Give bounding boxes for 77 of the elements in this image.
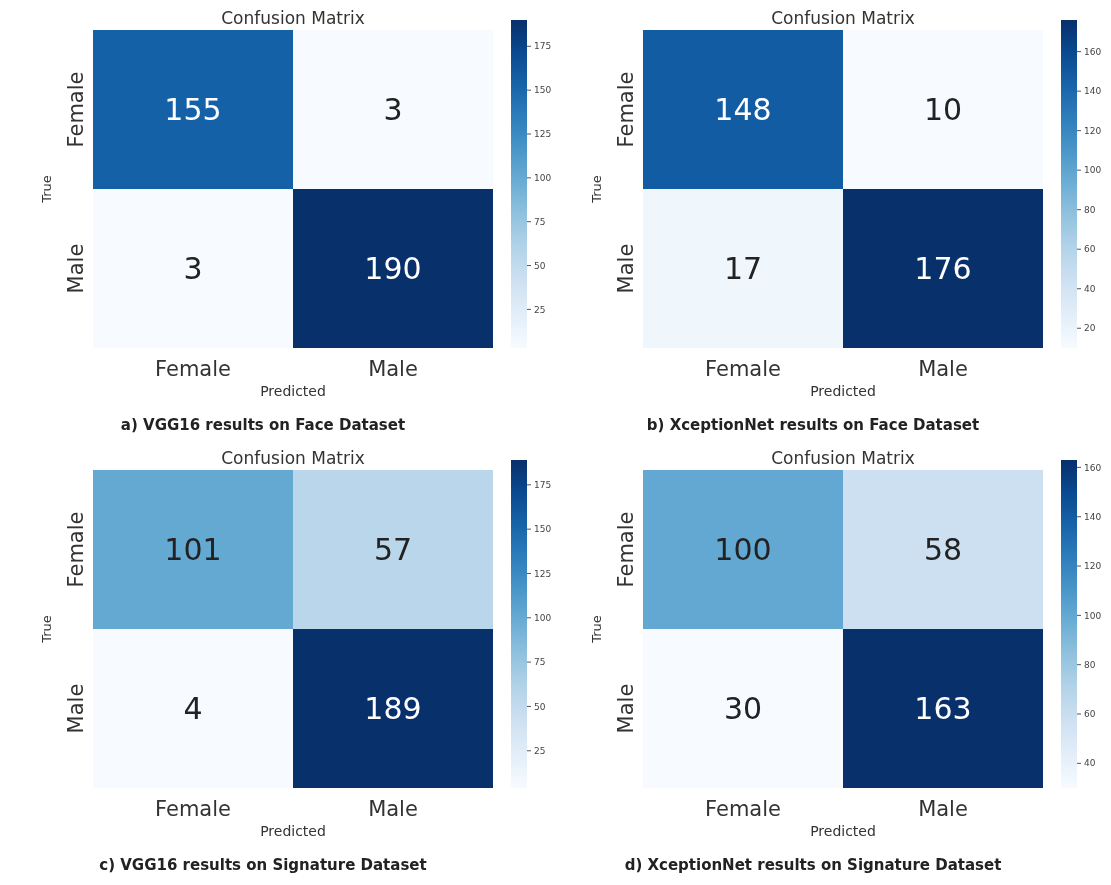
data-label: 3	[383, 92, 403, 127]
y-tick-label: Female	[64, 511, 88, 588]
color-bar-label: 75	[534, 657, 546, 668]
color-bar-label: 150	[534, 524, 552, 535]
x-tick-label: Male	[368, 797, 418, 821]
data-label: 10	[923, 92, 963, 127]
color-bar-label: 60	[1084, 709, 1096, 720]
color-bar-label: 25	[534, 745, 546, 756]
chart-title: Confusion Matrix	[221, 8, 365, 28]
color-bar-label: 175	[534, 479, 552, 490]
data-label: 163	[914, 691, 972, 726]
color-bar-label: 125	[534, 129, 552, 140]
x-axis-title: Predicted	[810, 383, 876, 399]
y-tick-label: Male	[614, 683, 638, 734]
x-tick-label: Female	[155, 797, 231, 821]
color-bar-label: 80	[1084, 659, 1096, 670]
color-bar-label: 125	[534, 568, 552, 579]
chart-title: Confusion Matrix	[771, 8, 915, 28]
x-tick-label: Male	[918, 797, 968, 821]
chart-title: Confusion Matrix	[221, 448, 365, 468]
text: d) XceptionNet results on Signature Dataset	[624, 856, 1002, 874]
y-tick-label: Female	[614, 511, 638, 588]
color-bar-label: 160	[1084, 462, 1102, 473]
y-axis-title: True	[589, 615, 604, 644]
y-tick-label: Female	[614, 71, 638, 148]
data-label: 4	[183, 691, 203, 726]
data-label: 100	[714, 532, 772, 567]
color-bar-label: 100	[1084, 610, 1102, 621]
y-tick-label: Male	[64, 243, 88, 294]
color-bar-label: 120	[1084, 561, 1102, 572]
data-label: 3	[183, 251, 203, 286]
y-axis-title: True	[39, 175, 54, 204]
data-label: 176	[914, 251, 972, 286]
color-bar-label: 40	[1084, 283, 1096, 294]
x-tick-label: Female	[705, 797, 781, 821]
x-tick-label: Female	[705, 357, 781, 381]
x-axis-title: Predicted	[260, 383, 326, 399]
y-tick-label: Male	[614, 243, 638, 294]
color-bar-label: 80	[1084, 204, 1096, 215]
data-label: 58	[923, 532, 963, 567]
data-label: 189	[364, 691, 422, 726]
x-tick-label: Male	[918, 357, 968, 381]
color-bar-label: 140	[1084, 511, 1102, 522]
y-axis-title: True	[39, 615, 54, 644]
color-bar-label: 160	[1084, 46, 1102, 57]
y-axis-title: True	[589, 175, 604, 204]
color-bar-label: 20	[1084, 323, 1096, 334]
text: c) VGG16 results on Signature Dataset	[99, 856, 427, 874]
color-bar-label: 140	[1084, 86, 1102, 97]
data-label: 155	[164, 92, 222, 127]
data-label: 148	[714, 92, 772, 127]
text: b) XceptionNet results on Face Dataset	[646, 416, 980, 434]
x-tick-label: Male	[368, 357, 418, 381]
data-label: 17	[723, 251, 763, 286]
color-bar-label: 120	[1084, 125, 1102, 136]
y-tick-label: Male	[64, 683, 88, 734]
color-bar-label: 50	[534, 260, 546, 271]
color-bar-label: 25	[534, 304, 546, 315]
color-bar-label: 60	[1084, 244, 1096, 255]
y-tick-label: Female	[64, 71, 88, 148]
color-bar-label: 175	[534, 41, 552, 52]
x-tick-label: Female	[155, 357, 231, 381]
data-label: 57	[373, 532, 413, 567]
color-bar-label: 100	[534, 612, 552, 623]
data-label: 30	[723, 691, 763, 726]
x-axis-title: Predicted	[810, 823, 876, 839]
color-bar-label: 50	[534, 701, 546, 712]
data-label: 190	[364, 251, 422, 286]
data-label: 101	[164, 532, 222, 567]
x-axis-title: Predicted	[260, 823, 326, 839]
color-bar-label: 100	[534, 173, 552, 184]
chart-title: Confusion Matrix	[771, 448, 915, 468]
color-bar-label: 150	[534, 85, 552, 96]
color-bar-label: 100	[1084, 165, 1102, 176]
text: a) VGG16 results on Face Dataset	[120, 416, 406, 434]
color-bar-label: 75	[534, 216, 546, 227]
color-bar-label: 40	[1084, 758, 1096, 769]
